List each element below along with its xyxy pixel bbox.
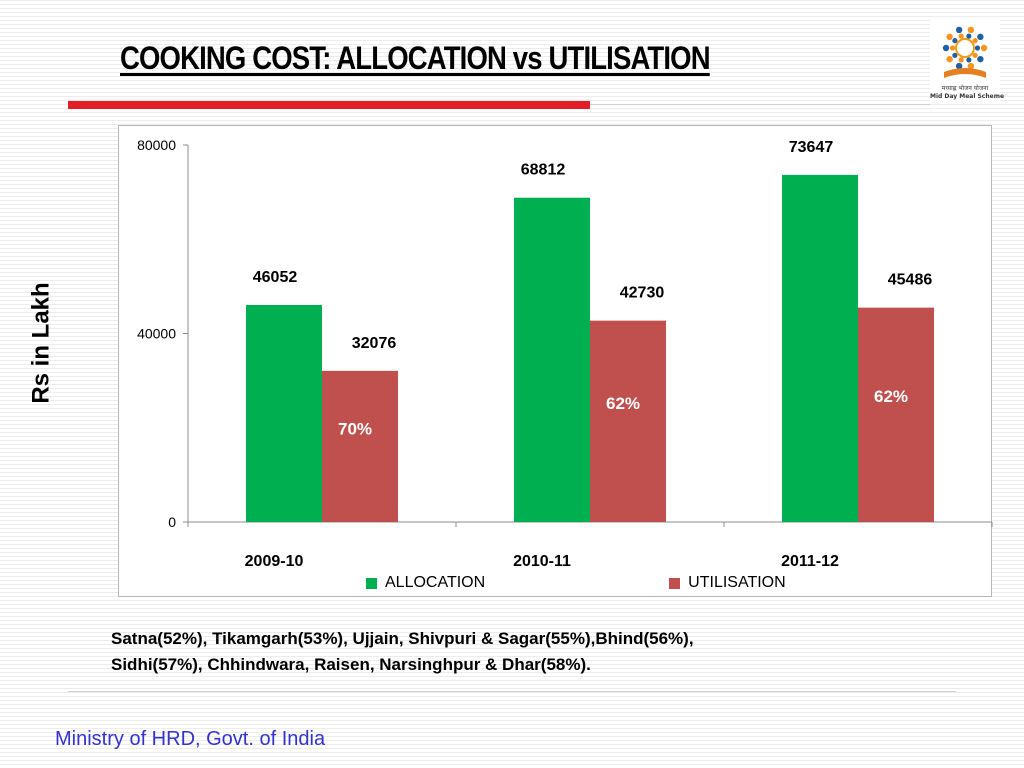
legend-label-utilisation: UTILISATION — [688, 574, 786, 591]
y-tick-label: 80000 — [137, 137, 176, 153]
logo-figure-body — [952, 52, 958, 58]
x-category-label: 2011-12 — [781, 553, 839, 570]
legend-label-allocation: ALLOCATION — [385, 574, 486, 591]
logo-figure-body — [966, 57, 972, 63]
footer-text: Ministry of HRD, Govt. of India — [55, 728, 326, 750]
y-tick-label: 40000 — [137, 326, 176, 342]
logo-figure-head — [955, 26, 963, 34]
mid-day-meal-logo: मध्याह्न भोजन योजना Mid Day Meal Scheme — [930, 18, 1005, 104]
logo-figure-body — [966, 33, 972, 39]
footer-rule — [68, 691, 956, 692]
logo-figure-body — [952, 38, 958, 44]
bar-allocation-2009-10 — [246, 304, 322, 522]
logo-figure-body — [974, 45, 981, 51]
legend-item-utilisation: UTILISATION — [669, 574, 786, 592]
logo-hindi-text: मध्याह्न भोजन योजना — [941, 85, 989, 92]
chart-legend: ALLOCATION UTILISATION — [366, 574, 970, 592]
data-label-allocation: 73647 — [789, 139, 834, 156]
bar-utilisation-2010-11 — [590, 320, 666, 522]
logo-english-text: Mid Day Meal Scheme — [930, 93, 1005, 100]
data-label-utilisation: 42730 — [620, 285, 665, 302]
logo-figure-head — [977, 55, 984, 63]
bar-utilisation-2009-10 — [322, 370, 398, 522]
x-category-label: 2010-11 — [513, 553, 571, 570]
logo-emblem-icon — [942, 26, 988, 78]
logo-figure-head — [980, 44, 988, 52]
logo-figure-head — [946, 33, 953, 41]
logo-figure-head — [977, 33, 984, 41]
bar-allocation-2010-11 — [514, 197, 590, 522]
data-label-allocation: 46052 — [253, 269, 298, 286]
data-label-utilisation: 32076 — [352, 335, 397, 352]
utilisation-percent-label: 70% — [338, 419, 372, 438]
district-note: Satna(52%), Tikamgarh(53%), Ujjain, Shiv… — [111, 626, 911, 678]
logo-figure-head — [946, 55, 953, 63]
logo-figure-body — [958, 57, 964, 63]
slide-title: COOKING COST: ALLOCATION vs UTILISATION — [120, 40, 711, 76]
title-red-rule — [68, 101, 590, 109]
y-axis-label-wrap: Rs in Lakh — [24, 270, 60, 415]
bar-chart: 0 40000 80000 46052 32076 70% 2009-10 68812 4273… — [137, 137, 993, 570]
logo-figure-body — [972, 52, 978, 58]
title-gray-rule — [590, 104, 930, 105]
logo-figure-head — [942, 44, 950, 52]
logo-figure-body — [972, 38, 978, 44]
x-category-label: 2009-10 — [245, 553, 304, 570]
y-axis-label: Rs in Lakh — [28, 281, 56, 404]
district-note-line-2: Sidhi(57%), Chhindwara, Raisen, Narsingh… — [111, 655, 591, 674]
logo-figure-body — [949, 45, 956, 51]
y-tick-label: 0 — [168, 514, 176, 530]
legend-swatch-utilisation — [669, 577, 681, 589]
logo-figure-head — [967, 26, 975, 34]
logo-figure-head — [955, 62, 963, 70]
district-note-line-1: Satna(52%), Tikamgarh(53%), Ujjain, Shiv… — [111, 629, 694, 648]
data-label-allocation: 68812 — [521, 162, 566, 179]
bar-utilisation-2011-12 — [858, 307, 934, 522]
logo-figure-body — [958, 33, 964, 39]
utilisation-percent-label: 62% — [874, 387, 908, 406]
data-label-utilisation: 45486 — [888, 272, 933, 289]
legend-swatch-allocation — [366, 577, 377, 589]
legend-item-allocation: ALLOCATION — [366, 574, 485, 592]
utilisation-percent-label: 62% — [606, 394, 640, 413]
logo-figure-head — [967, 62, 975, 70]
bar-allocation-2011-12 — [782, 174, 858, 522]
chart-area: 0 40000 80000 46052 32076 70% 2009-10 68812 4273… — [118, 125, 993, 597]
